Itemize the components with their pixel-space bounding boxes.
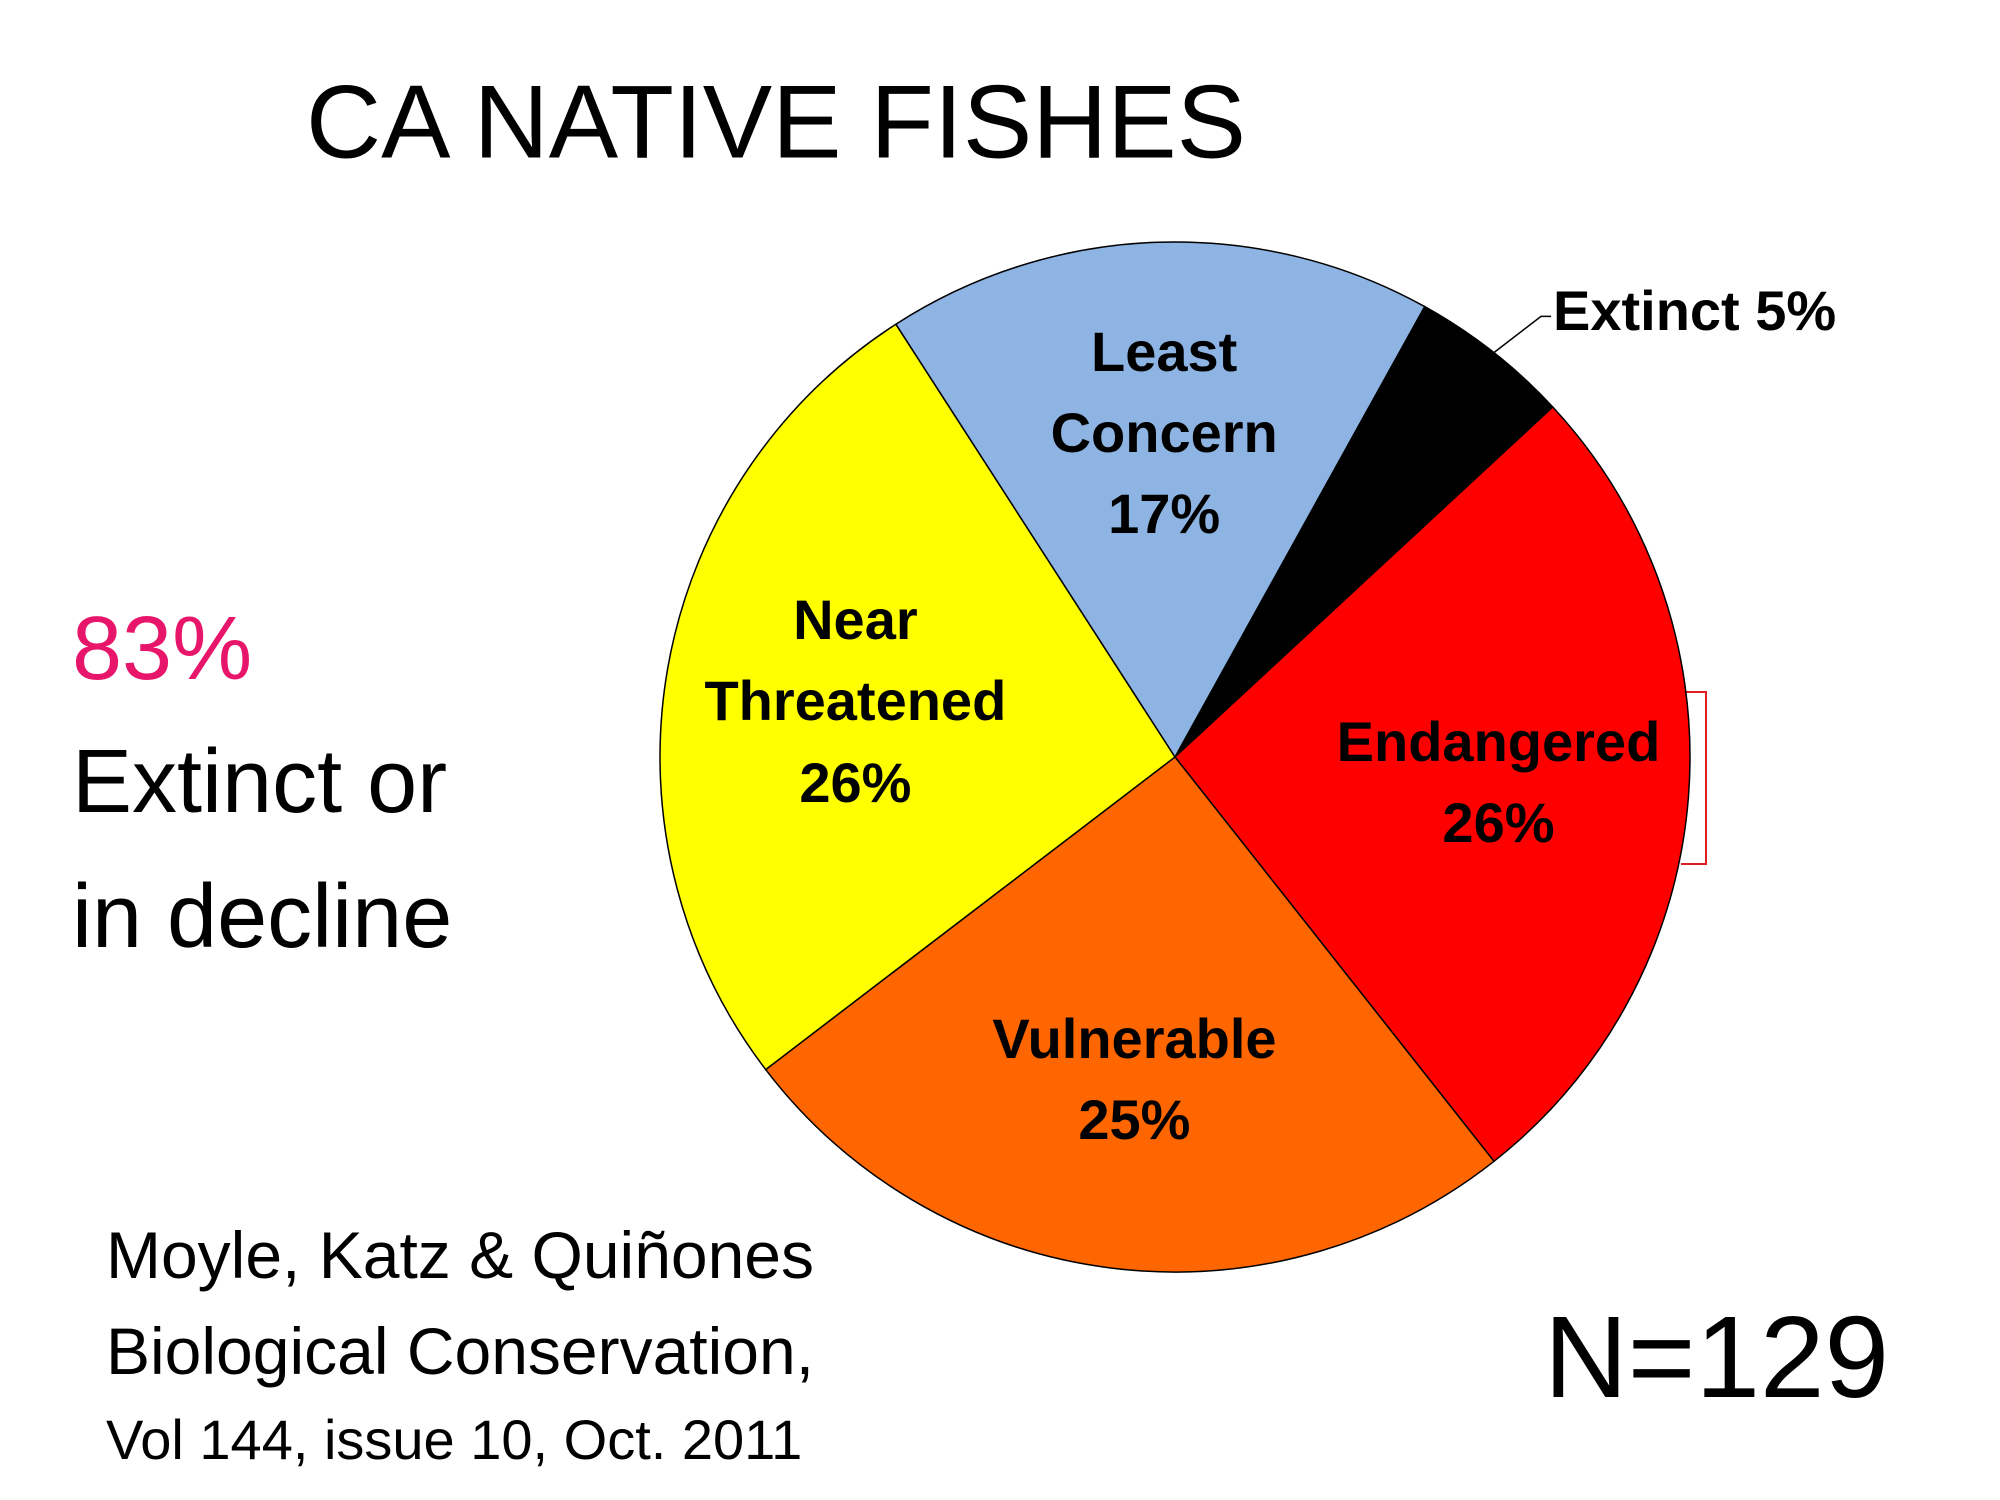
citation: Vol 144, issue 10, Oct. 2011 [106,1408,803,1471]
slice-label: Extinct 5% [1553,278,1836,343]
bracket [1681,691,1707,865]
pie-slice [894,241,1426,759]
chart-title: CA NATIVE FISHES [305,64,1247,181]
slice-name: Endangered [1336,710,1661,773]
citation: Biological Conservation, [106,1314,815,1388]
slice-name: Vulnerable [992,1006,1277,1070]
highlight-value: 83% [72,599,253,699]
slice-value: 26% [1442,791,1555,855]
pie-slice [1173,405,1691,1163]
pie-slice [659,323,1177,1071]
citation: Moyle, Katz & Quiñones [106,1218,815,1292]
slice-value: 17% [1108,482,1221,546]
slice-name: Extinct [1553,279,1740,343]
slice-value: 26% [799,750,912,814]
slice-value: 5% [1755,279,1837,343]
slice-name: Least Concern [1050,319,1278,465]
highlight-text: in decline [72,867,453,967]
slice-name: Near Threatened [704,588,1007,733]
slice-value: 25% [1078,1087,1191,1151]
slice-label: Near Threatened 26% [665,579,1045,823]
slice-label: Endangered 26% [1308,701,1688,863]
slice-label: Vulnerable 25% [944,998,1324,1160]
leader-line [1488,315,1552,357]
highlight-text: Extinct or [72,732,448,832]
pie-slice [764,755,1496,1273]
slice-label: Least Concern 17% [974,311,1354,555]
sample-size: N=129 [1544,1292,1890,1422]
pie-slice [1174,305,1554,758]
